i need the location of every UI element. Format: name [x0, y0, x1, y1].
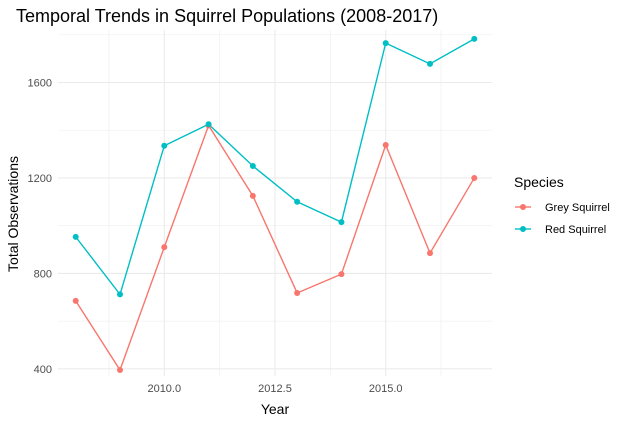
y-tick-labels: 400 800 1200 1600 [28, 77, 52, 375]
x-tick-labels: 2010.0 2012.5 2015.0 [147, 383, 402, 395]
chart-title: Temporal Trends in Squirrel Populations … [16, 6, 438, 26]
legend-label: Red Squirrel [545, 224, 606, 236]
legend-label: Grey Squirrel [545, 202, 610, 214]
legend-title: Species [514, 174, 564, 190]
data-point [427, 60, 433, 67]
series-line-0 [75, 123, 475, 372]
legend-key-point [520, 204, 526, 210]
series-line-1 [75, 38, 475, 296]
data-point [72, 233, 79, 240]
data-point [249, 163, 256, 170]
data-point [161, 142, 168, 149]
x-tick-label: 2010.0 [147, 383, 181, 395]
data-point [249, 192, 256, 199]
legend-key-point [520, 226, 526, 232]
grid [58, 30, 492, 376]
y-tick-label: 1600 [28, 77, 52, 89]
data-point [117, 291, 123, 298]
data-point [427, 250, 433, 257]
data-point [205, 121, 212, 128]
data-point [117, 367, 123, 374]
y-axis-title: Total Observations [5, 156, 21, 272]
y-tick-label: 400 [34, 364, 52, 376]
data-point [338, 219, 345, 226]
data-point [471, 35, 478, 42]
data-point [382, 40, 389, 47]
x-axis-title: Year [261, 401, 290, 417]
data-point [382, 142, 389, 149]
data-point [161, 244, 168, 251]
data-point [294, 289, 301, 296]
x-tick-label: 2012.5 [258, 383, 292, 395]
series-lines [75, 38, 475, 372]
legend: Species Grey Squirrel Red Squirrel [514, 174, 610, 236]
data-point [294, 198, 301, 205]
data-point [471, 174, 478, 181]
y-tick-label: 800 [34, 268, 52, 280]
data-point [338, 271, 345, 278]
data-point [72, 297, 79, 304]
y-tick-label: 1200 [28, 173, 52, 185]
series-points [72, 35, 478, 374]
legend-items: Grey Squirrel Red Squirrel [515, 202, 610, 236]
x-tick-label: 2015.0 [369, 383, 403, 395]
